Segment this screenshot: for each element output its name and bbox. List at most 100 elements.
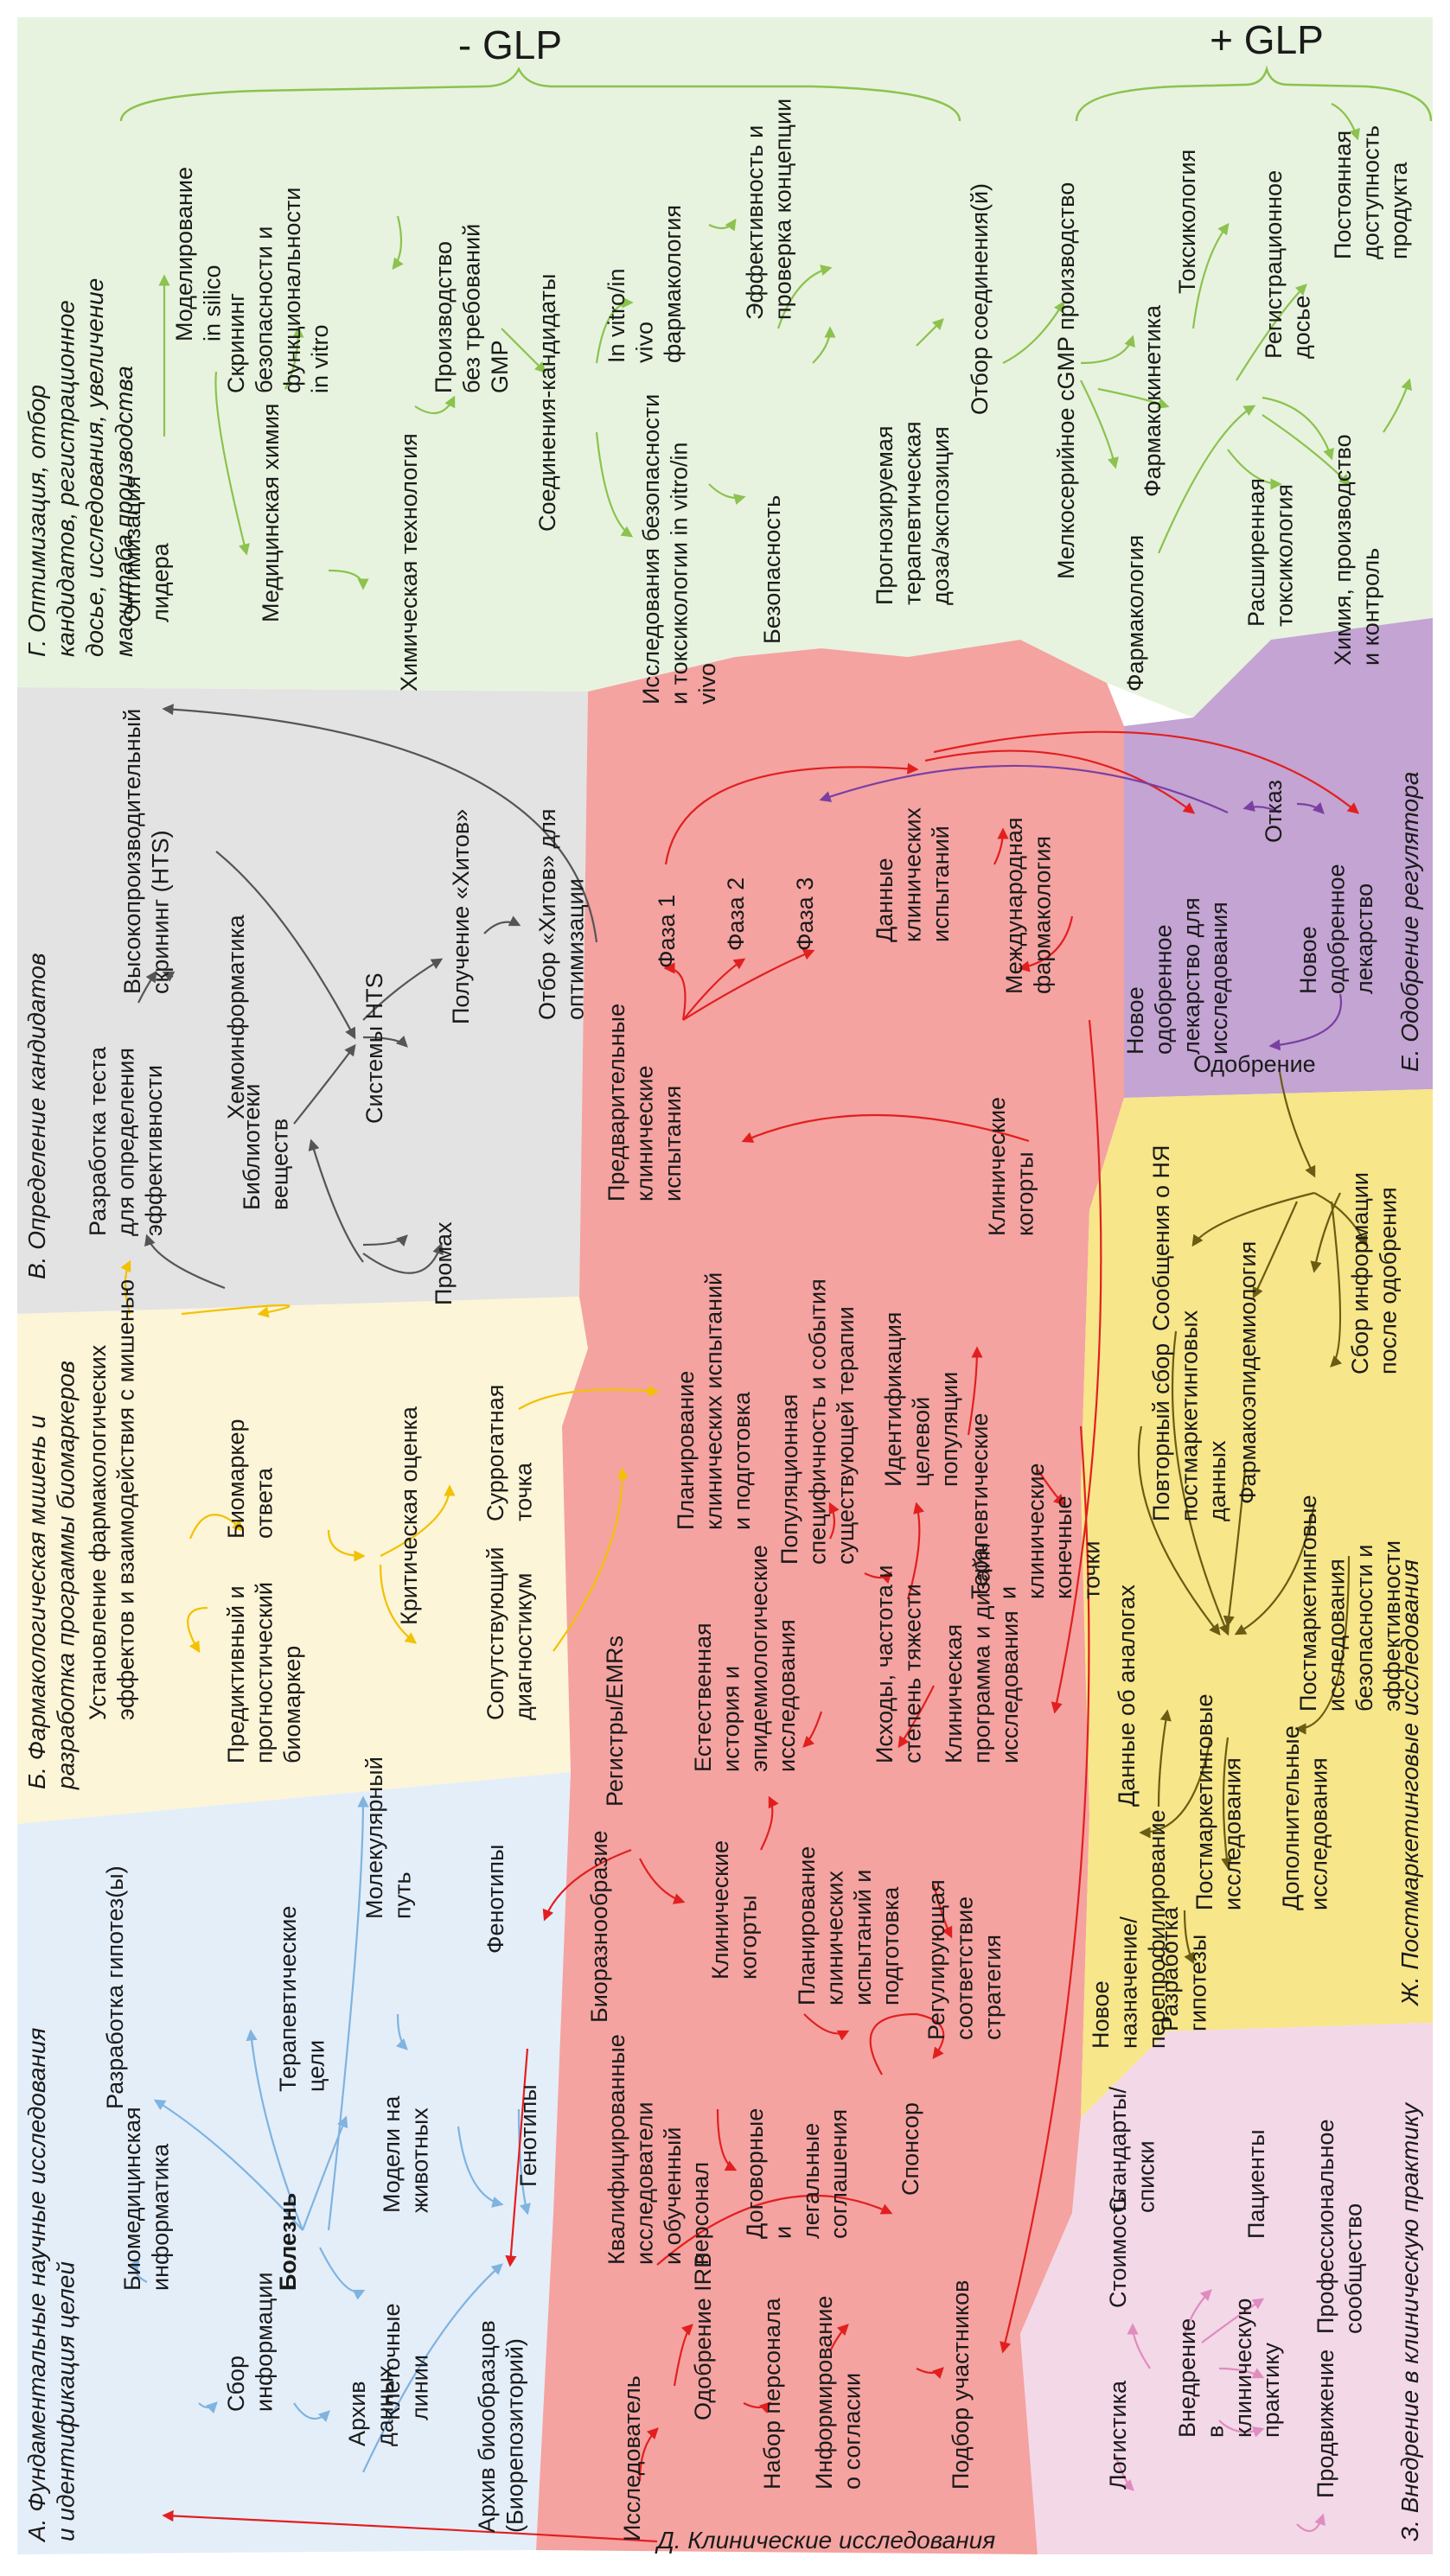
label-line: Эффективность и — [742, 125, 768, 320]
label-line: Модели на — [379, 2095, 405, 2213]
node-additional-research: Дополнительныеисследования — [1278, 1725, 1332, 1910]
arrow-d — [664, 762, 919, 865]
node-disease: Болезнь — [275, 2193, 301, 2291]
arrow-d — [639, 1858, 686, 1904]
label-line: существующей терапии — [833, 1306, 859, 1565]
label-line: клиническую — [1230, 2299, 1256, 2438]
node-phenotypes: Фенотипы — [482, 1845, 508, 1954]
arrow-g — [776, 265, 833, 329]
node-hits: Получение «Хитов» — [448, 809, 474, 1024]
arrow-g — [1002, 300, 1065, 364]
node-toxicology: Токсикология — [1174, 150, 1200, 294]
arrow-b — [518, 1385, 660, 1410]
arrow-e — [1296, 801, 1325, 814]
arrow-a — [301, 2115, 348, 2231]
label-line: Планирование — [673, 1371, 699, 1530]
label-line: Клиническая — [941, 1624, 967, 1763]
node-genotypes: Генотипы — [515, 2084, 541, 2187]
arrow-d — [932, 1884, 953, 1939]
arrow-g — [916, 318, 944, 347]
label-line: исследователи — [631, 2101, 657, 2265]
label-line: Клинические — [707, 1840, 733, 1980]
label-line: лекарство — [1351, 883, 1377, 994]
label-line: Разработка — [1157, 1906, 1183, 2031]
label-line: А. Фундаментальные научные исследования — [23, 2028, 50, 2543]
node-pharmacological-effects: Установление фармакологическихэффектов и… — [85, 1279, 138, 1720]
arrow-zh — [1223, 1469, 1247, 1628]
label-line: эффективности — [1379, 1540, 1405, 1712]
arrow-g — [392, 215, 404, 271]
label-line: Популяционная — [776, 1394, 802, 1565]
label-line: назначение/ — [1115, 1916, 1141, 2049]
label-line: доступность — [1357, 125, 1383, 259]
label-line: история и — [718, 1666, 744, 1772]
node-target-population: Идентификацияцелевойпопуляции — [880, 1312, 962, 1487]
region-e — [1124, 618, 1433, 1098]
node-assay-development: Разработка тестадля определенияэффективн… — [85, 1046, 167, 1236]
region-a — [17, 1772, 571, 2554]
label-line: Высокопроизводительный — [119, 709, 145, 994]
label-line: Постоянная — [1330, 131, 1356, 259]
node-clinical-cohorts-d1: Клиническиекогорты — [707, 1840, 761, 1980]
label-line: точка — [510, 1462, 536, 1521]
node-population-specificity: Популяционнаяспецифичность и событиясуще… — [776, 1278, 859, 1565]
arrow-z — [1218, 2367, 1265, 2379]
label-line: информатика — [147, 2143, 173, 2291]
node-hypothesis-dev-zh: Разработкагипотезы — [1157, 1906, 1210, 2031]
label-layer: Г. Оптимизация, отборкандидатов, регистр… — [23, 99, 1423, 2554]
node-hit-selection: Отбор «Хитов» дляоптимизации — [534, 808, 588, 1020]
arrow-d — [897, 1685, 935, 1749]
minus-glp-label: - GLP — [458, 22, 562, 67]
arrow-d — [1000, 1425, 1090, 2354]
label-line: легальные — [798, 2123, 824, 2239]
node-animal-models: Модели наживотных — [379, 2095, 432, 2213]
label-line: практику — [1258, 2343, 1284, 2438]
label-line: испытания — [660, 1086, 686, 1202]
node-informed-consent: Информированиео согласии — [811, 2296, 865, 2490]
node-outcomes-frequency: Исходы, частота истепень тяжести — [872, 1565, 925, 1763]
node-repeat-data-collection: Повторный сборпостмаркетинговыхданных — [1148, 1310, 1230, 1521]
label-line: Внедрение — [1174, 2318, 1200, 2438]
label-line: Квалифицированные — [604, 2034, 629, 2265]
arrow-v — [483, 915, 521, 934]
arrow-z — [1296, 2513, 1325, 2533]
label-line: когорты — [1012, 1151, 1038, 1236]
label-line: Идентификация — [880, 1312, 906, 1487]
arrow-g — [284, 326, 304, 390]
node-in-silico-modeling: Моделированиеin silico — [171, 167, 225, 341]
label-line: Б. Фармакологическая мишень и — [23, 1415, 50, 1789]
label-line: Постмаркетинговые — [1191, 1693, 1217, 1910]
region-zh — [1081, 1089, 1433, 2118]
label-line: In vitro/in — [604, 268, 629, 363]
arrow-g — [595, 296, 634, 364]
label-line: клинические — [631, 1066, 657, 1202]
arrow-a — [395, 2013, 408, 2050]
label-line: испытаний и — [850, 1870, 876, 2005]
label-line: Подбор участников — [948, 2280, 974, 2490]
label-line: Регистры/EMRs — [602, 1636, 628, 1807]
arrow-v — [362, 958, 444, 1021]
arrow-zh — [1330, 1201, 1343, 1368]
label-line: Информирование — [811, 2296, 837, 2490]
label-line: одобренное — [1323, 864, 1349, 994]
label-line: эффектов и взаимодействия с мишенью — [112, 1279, 138, 1720]
arrow-d — [716, 2108, 738, 2171]
node-predictive-biomarker: Предиктивный ипрогностическийбиомаркер — [223, 1582, 305, 1763]
arrow-b — [327, 1529, 366, 1562]
node-cell-lines: Клеточныелинии — [379, 2304, 432, 2421]
arrow-b — [188, 1514, 244, 1540]
arrow-g — [595, 431, 634, 538]
arrow-e — [819, 764, 1229, 814]
plus-glp-brace — [1075, 65, 1433, 122]
label-line: и подготовка — [729, 1391, 755, 1530]
arrow-d — [505, 2048, 529, 2267]
arrow-zh — [1191, 1191, 1315, 1247]
node-participant-enrollment: Подбор участников — [948, 2280, 974, 2490]
label-line: проверка концепции — [770, 99, 795, 320]
label-line: Е. Одобрение регулятора — [1396, 772, 1423, 1072]
label-line: Производство — [431, 241, 457, 393]
label-line: Пациенты — [1243, 2129, 1269, 2239]
arrow-g — [1157, 405, 1256, 554]
node-substance-libraries: Библиотекивеществ — [239, 1084, 292, 1210]
label-line: Биомедицинская — [119, 2107, 145, 2291]
